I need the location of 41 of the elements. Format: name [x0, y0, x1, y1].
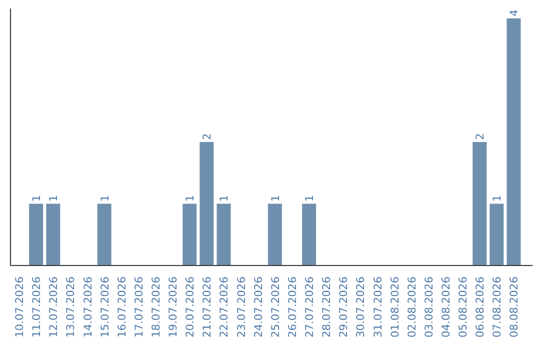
x-tick-label: 26.07.2026: [286, 276, 299, 338]
x-tick-label: 21.07.2026: [200, 276, 214, 338]
x-tick-label: 02.08.2026: [405, 276, 418, 338]
x-tick-label: 25.07.2026: [268, 276, 282, 338]
x-tick-label: 14.07.2026: [81, 276, 94, 338]
x-tick-label: 01.08.2026: [388, 276, 402, 338]
x-tick-label: 30.07.2026: [354, 276, 368, 338]
x-tick-label: 22.07.2026: [218, 276, 231, 338]
x-tick-label: 11.07.2026: [30, 276, 44, 338]
data-label: 1: [303, 194, 316, 202]
data-label: 1: [98, 194, 112, 202]
x-tick-label: 07.08.2026: [490, 276, 504, 338]
data-label: 2: [200, 133, 214, 140]
data-label: 1: [490, 194, 504, 202]
x-tick-label: 19.07.2026: [166, 276, 180, 338]
data-label: 1: [47, 194, 60, 202]
x-tick-label: 18.07.2026: [150, 276, 162, 338]
data-label: 4: [508, 9, 521, 16]
x-tick-label: 15.07.2026: [98, 276, 112, 338]
data-label: 1: [30, 194, 44, 202]
x-tick-label: 24.07.2026: [252, 276, 265, 338]
x-tick-label: 13.07.2026: [64, 276, 78, 338]
x-tick-label: 29.07.2026: [337, 276, 350, 338]
x-tick-label: 08.08.2026: [508, 276, 521, 338]
data-label: 1: [218, 194, 231, 202]
x-tick-label: 27.07.2026: [303, 276, 316, 338]
x-tick-label: 31.07.2026: [371, 276, 384, 338]
x-tick-label: 05.08.2026: [456, 276, 470, 338]
x-tick-label: 03.08.2026: [422, 276, 436, 338]
x-tick-label: 04.08.2026: [440, 276, 452, 338]
x-tick-label: 17.07.2026: [132, 276, 146, 338]
x-tick-label: 06.08.2026: [474, 276, 487, 338]
data-label: 1: [184, 194, 197, 202]
x-tick-label: 20.07.2026: [184, 276, 197, 338]
x-tick-label: 28.07.2026: [320, 276, 334, 338]
data-label: 1: [268, 194, 282, 202]
x-tick-label: 10.07.2026: [13, 276, 26, 338]
x-tick-label: 16.07.2026: [115, 276, 128, 338]
x-tick-label: 23.07.2026: [234, 276, 248, 338]
data-label: 2: [474, 133, 487, 140]
x-tick-label: 12.07.2026: [47, 276, 60, 338]
